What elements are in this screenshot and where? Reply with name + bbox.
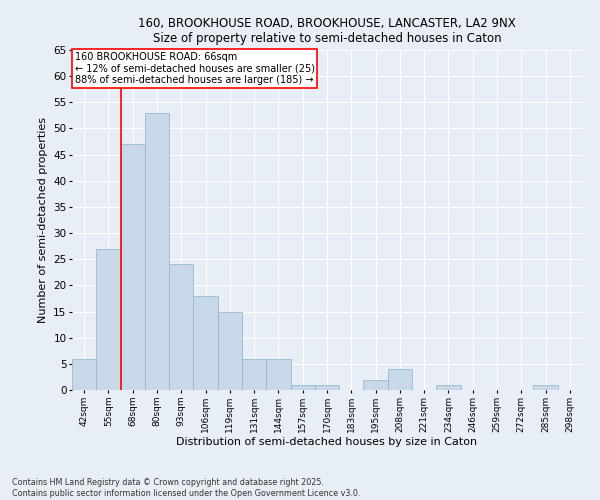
Bar [315, 385, 339, 390]
Bar [436, 385, 461, 390]
Bar [145, 113, 169, 390]
Y-axis label: Number of semi-detached properties: Number of semi-detached properties [38, 117, 47, 323]
Bar [96, 249, 121, 390]
Bar [266, 358, 290, 390]
Bar [169, 264, 193, 390]
Bar [218, 312, 242, 390]
Bar [364, 380, 388, 390]
Bar [193, 296, 218, 390]
Bar [388, 369, 412, 390]
Bar [533, 385, 558, 390]
Title: 160, BROOKHOUSE ROAD, BROOKHOUSE, LANCASTER, LA2 9NX
Size of property relative t: 160, BROOKHOUSE ROAD, BROOKHOUSE, LANCAS… [138, 16, 516, 44]
Bar [290, 385, 315, 390]
Bar [72, 358, 96, 390]
X-axis label: Distribution of semi-detached houses by size in Caton: Distribution of semi-detached houses by … [176, 438, 478, 448]
Bar [242, 358, 266, 390]
Text: Contains HM Land Registry data © Crown copyright and database right 2025.
Contai: Contains HM Land Registry data © Crown c… [12, 478, 361, 498]
Bar [121, 144, 145, 390]
Text: 160 BROOKHOUSE ROAD: 66sqm
← 12% of semi-detached houses are smaller (25)
88% of: 160 BROOKHOUSE ROAD: 66sqm ← 12% of semi… [74, 52, 314, 85]
